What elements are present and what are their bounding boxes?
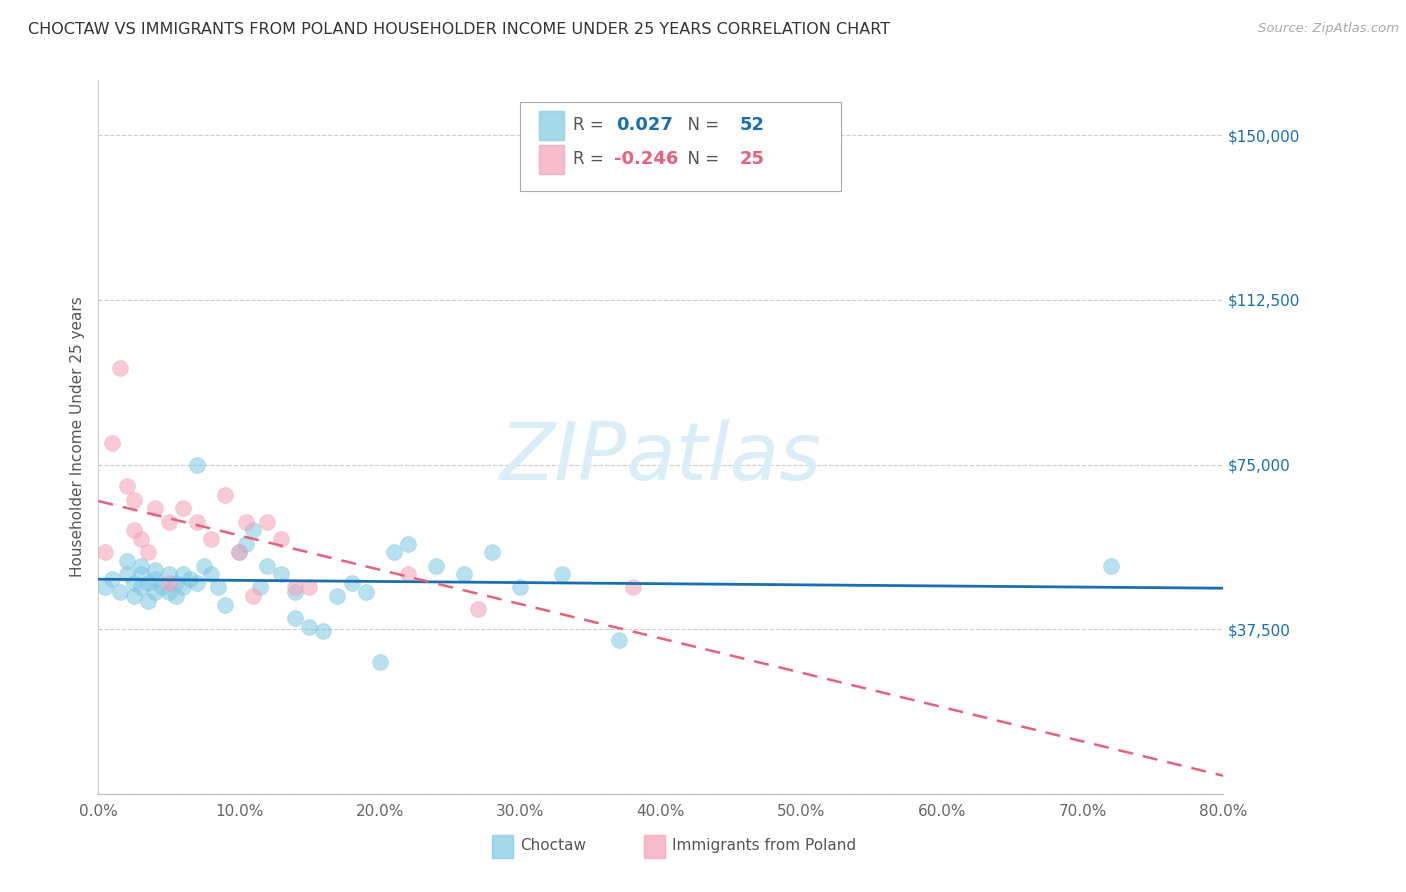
Point — [256, 558, 278, 573]
Point — [312, 624, 335, 639]
Point — [214, 598, 236, 612]
Point — [101, 572, 124, 586]
Point — [94, 581, 117, 595]
Point — [172, 567, 194, 582]
Point — [228, 545, 250, 559]
Text: 52: 52 — [740, 116, 765, 134]
Point — [186, 458, 208, 472]
Point — [122, 576, 145, 591]
Point — [172, 581, 194, 595]
Point — [157, 576, 180, 591]
Point — [298, 581, 321, 595]
Point — [509, 581, 531, 595]
Point — [179, 572, 201, 586]
Point — [129, 558, 152, 573]
Point — [94, 545, 117, 559]
Bar — [492, 835, 513, 858]
Point — [143, 563, 166, 577]
Point — [108, 585, 131, 599]
Text: R =: R = — [574, 151, 609, 169]
Point — [326, 589, 349, 603]
Point — [270, 532, 292, 546]
Point — [136, 576, 159, 591]
Point — [108, 360, 131, 375]
Point — [193, 558, 215, 573]
Point — [200, 567, 222, 582]
Text: Immigrants from Poland: Immigrants from Poland — [672, 838, 856, 853]
Point — [122, 589, 145, 603]
Point — [214, 488, 236, 502]
Point — [186, 515, 208, 529]
Point — [157, 515, 180, 529]
Point — [143, 501, 166, 516]
Point — [143, 585, 166, 599]
Point — [467, 602, 489, 616]
Point — [340, 576, 363, 591]
Point — [136, 593, 159, 607]
Point — [122, 492, 145, 507]
Point — [396, 567, 419, 582]
Point — [284, 611, 307, 625]
Point — [396, 536, 419, 550]
Point — [382, 545, 405, 559]
Text: 0.027: 0.027 — [616, 116, 672, 134]
Point — [143, 572, 166, 586]
Point — [129, 581, 152, 595]
Point — [157, 585, 180, 599]
Point — [235, 515, 257, 529]
Point — [115, 479, 138, 493]
FancyBboxPatch shape — [520, 102, 841, 191]
Point — [136, 545, 159, 559]
Point — [284, 585, 307, 599]
Y-axis label: Householder Income Under 25 years: Householder Income Under 25 years — [69, 297, 84, 577]
Point — [249, 581, 271, 595]
Text: Source: ZipAtlas.com: Source: ZipAtlas.com — [1258, 22, 1399, 36]
Point — [207, 581, 229, 595]
Text: R =: R = — [574, 116, 609, 134]
Bar — [644, 835, 665, 858]
Text: -0.246: -0.246 — [613, 151, 678, 169]
Point — [551, 567, 574, 582]
Point — [242, 589, 264, 603]
Text: N =: N = — [676, 151, 724, 169]
Point — [607, 633, 630, 648]
Point — [200, 532, 222, 546]
Point — [115, 567, 138, 582]
Text: N =: N = — [676, 116, 724, 134]
Text: ZIPatlas: ZIPatlas — [499, 419, 823, 498]
Point — [270, 567, 292, 582]
Point — [129, 567, 152, 582]
Point — [621, 581, 644, 595]
Text: Choctaw: Choctaw — [520, 838, 586, 853]
Text: 25: 25 — [740, 151, 765, 169]
Point — [284, 581, 307, 595]
Point — [242, 524, 264, 538]
Point — [228, 545, 250, 559]
Point — [1099, 558, 1122, 573]
Bar — [540, 111, 564, 139]
Point — [172, 501, 194, 516]
Point — [425, 558, 447, 573]
Point — [115, 554, 138, 568]
Point — [481, 545, 503, 559]
Point — [298, 620, 321, 634]
Point — [235, 536, 257, 550]
Point — [129, 532, 152, 546]
Point — [122, 524, 145, 538]
Point — [186, 576, 208, 591]
Bar — [540, 145, 564, 174]
Point — [453, 567, 475, 582]
Point — [101, 435, 124, 450]
Point — [157, 567, 180, 582]
Point — [165, 589, 187, 603]
Point — [165, 576, 187, 591]
Text: CHOCTAW VS IMMIGRANTS FROM POLAND HOUSEHOLDER INCOME UNDER 25 YEARS CORRELATION : CHOCTAW VS IMMIGRANTS FROM POLAND HOUSEH… — [28, 22, 890, 37]
Point — [256, 515, 278, 529]
Point — [368, 655, 391, 669]
Point — [150, 581, 173, 595]
Point — [354, 585, 377, 599]
